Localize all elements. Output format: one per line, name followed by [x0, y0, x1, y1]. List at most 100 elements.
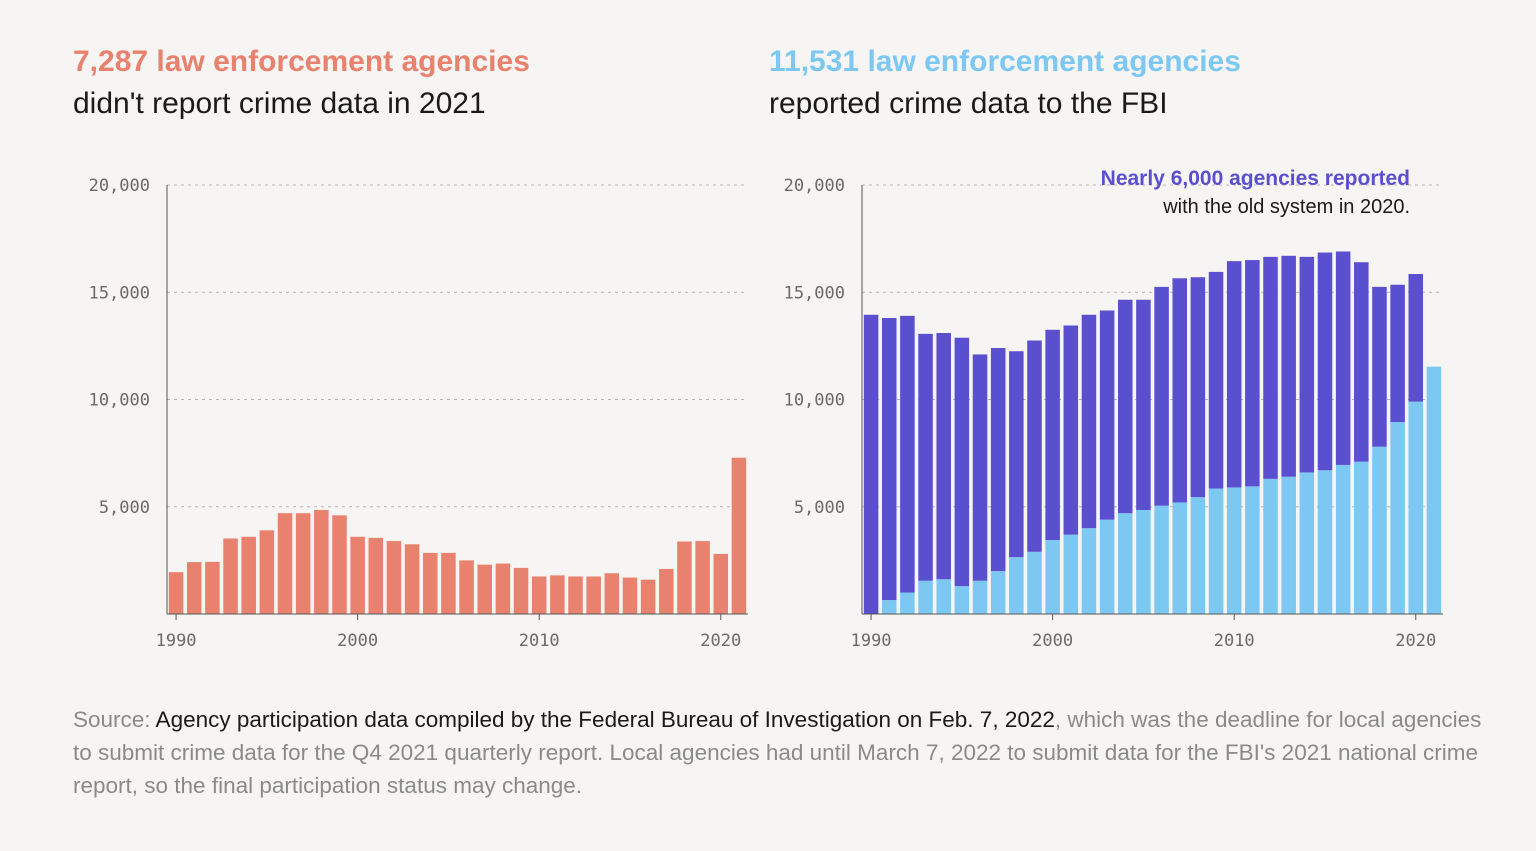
right-bar-new-2011 [1245, 486, 1260, 614]
left-bar-2013 [586, 576, 601, 614]
right-bar-new-2004 [1118, 513, 1133, 614]
right-bar-old-2018 [1372, 286, 1387, 447]
left-bar-2010 [531, 576, 547, 614]
right-bar-old-2001 [1063, 325, 1079, 535]
right-bar-new-1995 [954, 586, 970, 614]
right-bar-old-1993 [918, 333, 933, 581]
right-bar-new-2007 [1172, 502, 1187, 614]
right-bar-new-2005 [1136, 509, 1151, 614]
left-bar-2004 [423, 552, 438, 614]
right-ytick-label: 10,000 [784, 391, 845, 411]
right-xtick-label: 2000 [1032, 631, 1073, 651]
right-bar-new-2002 [1081, 528, 1097, 614]
right-bar-old-2014 [1299, 256, 1315, 473]
right-bar-new-2003 [1099, 519, 1115, 614]
left-bar-1995 [259, 530, 275, 614]
left-bar-2012 [568, 576, 583, 614]
right-bar-old-2019 [1390, 284, 1405, 423]
right-bar-old-2008 [1190, 277, 1206, 498]
right-bar-old-1998 [1009, 351, 1024, 558]
right-bar-old-1990 [863, 314, 879, 614]
left-bar-2007 [477, 564, 492, 614]
left-bar-2009 [513, 567, 529, 614]
right-bar-old-2015 [1317, 252, 1333, 471]
right-bar-old-1996 [972, 354, 988, 581]
right-bar-new-2020 [1408, 401, 1424, 614]
right-ytick-label: 20,000 [784, 176, 845, 196]
left-bar-2017 [659, 568, 674, 614]
right-bar-new-1992 [900, 592, 915, 614]
right-bar-new-1994 [936, 579, 951, 614]
right-bar-old-2003 [1099, 310, 1115, 520]
right-bar-new-2006 [1154, 505, 1169, 614]
right-bar-new-2015 [1317, 470, 1333, 614]
source-label: Source: [73, 707, 151, 732]
right-bar-new-2018 [1372, 446, 1387, 614]
left-bar-2003 [404, 544, 420, 614]
right-ytick-label: 5,000 [794, 498, 845, 518]
right-bar-new-2019 [1390, 422, 1405, 614]
right-xtick-label: 1990 [851, 631, 892, 651]
source-footer: Source: Agency participation data compil… [73, 703, 1483, 802]
source-text: Agency participation data compiled by th… [150, 707, 1055, 732]
left-bar-1996 [277, 513, 293, 614]
left-bar-2021 [731, 457, 747, 614]
right-xtick-label: 2010 [1214, 631, 1255, 651]
left-bar-1993 [223, 538, 238, 614]
right-bar-new-1997 [990, 571, 1006, 614]
right-bar-new-2014 [1299, 472, 1315, 614]
right-bar-old-2004 [1118, 299, 1133, 514]
right-ytick-label: 15,000 [784, 283, 845, 303]
left-bar-2019 [695, 541, 710, 614]
left-ytick-label: 10,000 [89, 391, 150, 411]
right-bar-new-1996 [972, 580, 988, 614]
left-bar-2014 [604, 573, 620, 614]
right-panel-title: 11,531 law enforcement agencies reported… [769, 42, 1241, 126]
left-bar-1999 [332, 515, 347, 614]
right-bar-new-1998 [1009, 557, 1024, 614]
left-bar-2006 [459, 560, 474, 614]
right-bar-old-2000 [1045, 329, 1060, 540]
right-stacked-bar-chart: 5,000 10,000 15,000 20,000 1990 2000 2010 2020 N… [784, 167, 1443, 651]
left-bar-2002 [386, 541, 402, 614]
left-bar-1997 [295, 513, 311, 614]
right-bar-old-2020 [1408, 274, 1424, 402]
right-bar-new-2016 [1335, 464, 1351, 614]
left-bar-1990 [168, 572, 184, 614]
left-bar-2018 [677, 541, 692, 614]
right-bar-old-1997 [990, 348, 1006, 572]
annotation-line-2: with the old system in 2020. [1162, 196, 1410, 218]
left-bar-1992 [205, 561, 220, 614]
left-bar-2015 [622, 577, 638, 614]
left-bar-2016 [640, 579, 656, 614]
right-bar-new-2017 [1354, 461, 1369, 614]
left-bar-1994 [241, 536, 256, 614]
left-xtick-label: 2000 [337, 631, 378, 651]
left-ytick-label: 15,000 [89, 283, 150, 303]
left-bar-2020 [713, 553, 729, 614]
right-bar-old-2009 [1208, 271, 1224, 489]
left-xtick-label: 1990 [156, 631, 197, 651]
left-panel-title: 7,287 law enforcement agencies didn't re… [73, 42, 530, 126]
right-bar-old-1995 [954, 337, 970, 587]
right-bar-new-2012 [1263, 478, 1278, 614]
left-bar-1998 [314, 509, 329, 614]
left-ytick-label: 20,000 [89, 176, 150, 196]
right-bar-new-1993 [918, 580, 933, 614]
right-bar-old-1992 [900, 315, 915, 593]
right-bar-old-2012 [1263, 256, 1278, 479]
right-bar-new-1991 [881, 600, 897, 614]
left-bar-1991 [186, 562, 202, 614]
right-bar-old-2016 [1335, 251, 1351, 465]
left-xtick-label: 2010 [519, 631, 560, 651]
left-headline: 7,287 law enforcement agencies [73, 45, 530, 78]
right-bar-old-2007 [1172, 278, 1187, 503]
left-bar-chart: 5,000 10,000 15,000 20,000 1990 2000 2010 2020 [89, 176, 748, 651]
right-bar-new-2009 [1208, 488, 1224, 614]
right-bar-new-2021 [1426, 366, 1442, 614]
left-bar-2005 [441, 552, 456, 614]
right-bar-new-2008 [1190, 497, 1206, 614]
right-bar-old-1994 [936, 333, 951, 580]
right-bar-old-2011 [1245, 260, 1260, 487]
left-bar-2001 [368, 537, 384, 614]
